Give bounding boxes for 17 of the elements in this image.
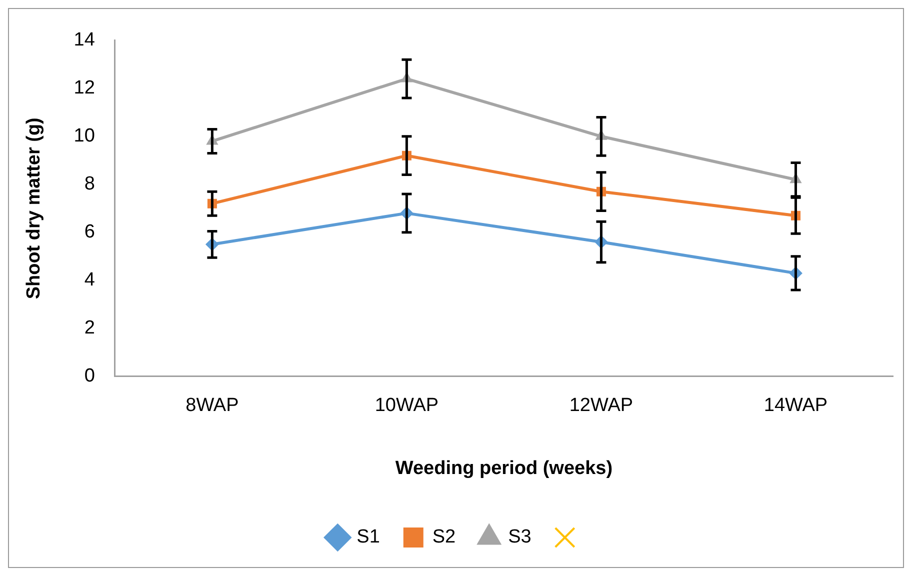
legend-label: S1 <box>356 526 380 548</box>
x-tick-label: 10WAP <box>374 395 439 416</box>
y-tick-label: 0 <box>84 366 95 387</box>
x-tick-label: 8WAP <box>186 395 239 416</box>
y-tick-label: 10 <box>74 126 95 147</box>
y-tick-label: 2 <box>84 318 95 339</box>
y-tick-label: 12 <box>74 78 95 99</box>
legend-label: S3 <box>508 526 532 548</box>
x-axis-title: Weeding period (weeks) <box>395 458 613 479</box>
y-axis-title: Shoot dry matter (g) <box>24 118 45 300</box>
legend-label: S2 <box>432 526 456 548</box>
y-tick-label: 6 <box>84 222 95 243</box>
x-tick-label: 12WAP <box>569 395 634 416</box>
x-tick-label: 14WAP <box>764 395 828 416</box>
y-tick-label: 4 <box>84 270 96 291</box>
y-tick-label: 8 <box>84 174 95 195</box>
y-tick-label: 14 <box>74 30 96 51</box>
